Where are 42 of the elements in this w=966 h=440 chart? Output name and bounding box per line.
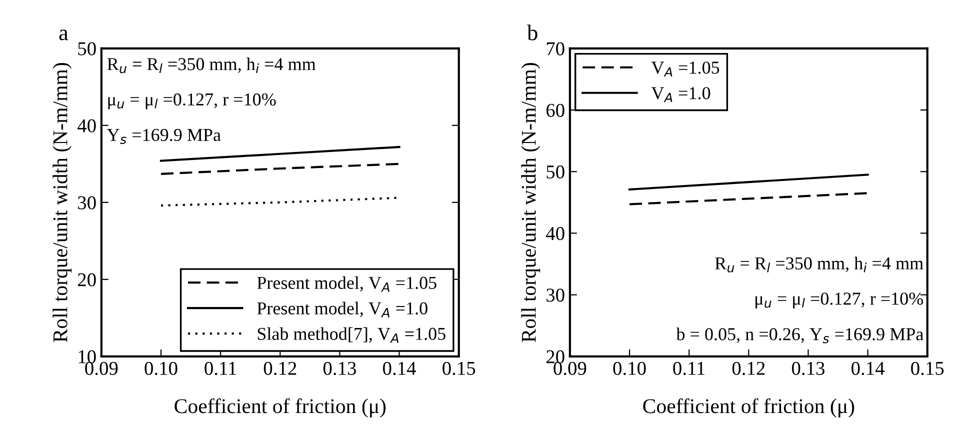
annotation: μ$_{u}$ = μ$_{l}$ =0.127, r =10% <box>108 93 276 110</box>
annotation: R$_{u}$ = R$_{l}$ =350 mm, h$_{i}$ =4 mm <box>107 58 316 74</box>
y-tick-label: 20 <box>78 273 96 286</box>
y-tick-label: 50 <box>78 42 96 56</box>
legend-label: Present model, V$_{A}$ =1.05 <box>257 276 436 292</box>
x-tick-label: 0.14 <box>383 362 416 376</box>
x-tick-label: 0.09 <box>554 362 586 376</box>
y-tick-label: 40 <box>546 227 564 240</box>
x-axis-title: Coefficient of friction (μ) <box>174 398 386 418</box>
legend-label: V$_{A}$ =1.05 <box>651 62 720 77</box>
chart-title: b <box>527 24 538 40</box>
x-axis-title: Coefficient of friction (μ) <box>643 398 854 418</box>
y-axis-title: Roll torque/unit width (N-m/mm) <box>52 62 72 342</box>
legend-label: Present model, V$_{A}$ =1.0 <box>257 302 428 318</box>
y-tick-label: 70 <box>546 42 564 56</box>
x-tick-label: 0.13 <box>323 362 356 376</box>
x-tick-label: 0.13 <box>792 362 824 376</box>
x-tick-label: 0.11 <box>673 362 705 376</box>
annotation: Y$_{s}$ =169.9 MPa <box>106 128 221 144</box>
annotation: b = 0.05, n =0.26, Y$_{s}$ =169.9 MPa <box>676 328 924 344</box>
y-tick-label: 40 <box>78 119 96 132</box>
y-axis-title: Roll torque/unit width (N-m/mm) <box>521 62 540 342</box>
x-tick-label: 0.10 <box>144 362 178 376</box>
chart-title: a <box>59 30 68 40</box>
annotation: R$_{u}$ = R$_{l}$ =350 mm, h$_{i}$ =4 mm <box>715 256 924 272</box>
annotation: μ$_{u}$ = μ$_{l}$ =0.127, r =10% <box>756 292 924 308</box>
x-tick-label: 0.15 <box>911 362 944 376</box>
x-tick-label: 0.12 <box>264 362 296 376</box>
x-tick-label: 0.12 <box>732 362 765 376</box>
y-tick-label: 30 <box>78 196 96 210</box>
x-tick-label: 0.10 <box>613 362 646 376</box>
x-tick-label: 0.11 <box>204 362 236 376</box>
x-tick-label: 0.14 <box>852 362 884 376</box>
y-tick-label: 20 <box>546 350 564 364</box>
legend-label: Slab method[7], V$_{A}$ =1.05 <box>258 327 446 343</box>
y-tick-label: 60 <box>546 104 564 117</box>
legend-label: V$_{A}$ =1.0 <box>651 87 710 102</box>
y-tick-label: 50 <box>546 165 564 179</box>
x-tick-label: 0.15 <box>442 362 476 376</box>
x-tick-label: 0.09 <box>85 362 118 376</box>
y-tick-label: 10 <box>78 350 96 364</box>
y-tick-label: 30 <box>546 288 564 302</box>
